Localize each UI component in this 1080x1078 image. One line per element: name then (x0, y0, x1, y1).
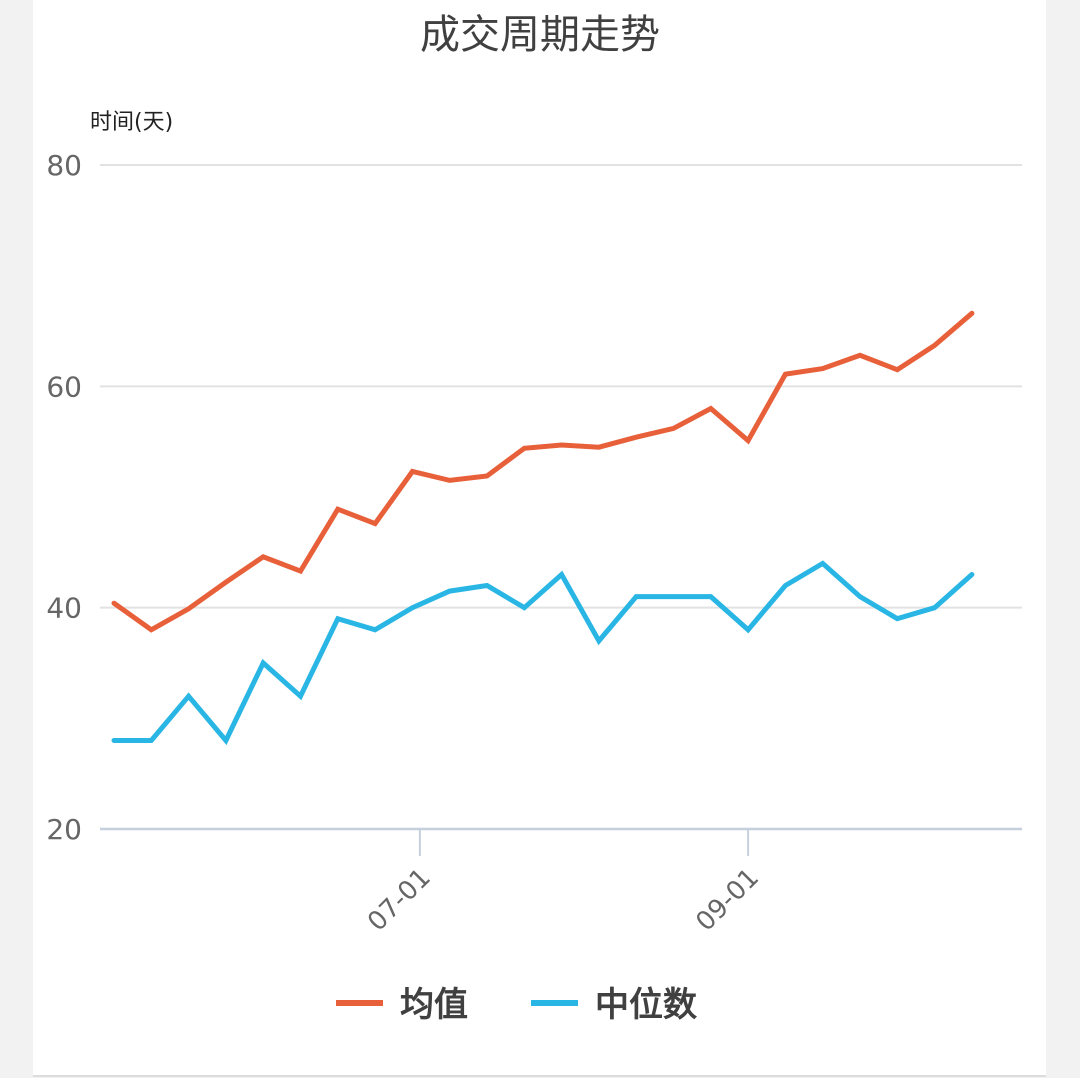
legend-label: 中位数 (595, 985, 697, 1025)
y-tick-label: 20 (46, 813, 82, 846)
x-tick-label: 09-01 (690, 863, 765, 938)
y-axis-unit-label: 时间(天) (90, 110, 173, 135)
series-line-mean (111, 310, 975, 633)
grid-lines (100, 164, 1022, 831)
y-tick-label: 60 (46, 370, 82, 403)
x-axis: 07-01 09-01 (362, 829, 765, 937)
x-tick-label: 07-01 (362, 863, 437, 938)
legend: 均值 中位数 (336, 985, 697, 1025)
y-axis-ticks: 20 40 60 80 (46, 149, 82, 846)
chart-title: 成交周期走势 (420, 12, 660, 58)
y-tick-label: 80 (46, 149, 82, 182)
y-tick-label: 40 (46, 592, 82, 625)
legend-label: 均值 (400, 985, 468, 1025)
series-line-median (111, 560, 975, 746)
series-lines (111, 310, 975, 746)
chart-card (33, 0, 1046, 1077)
